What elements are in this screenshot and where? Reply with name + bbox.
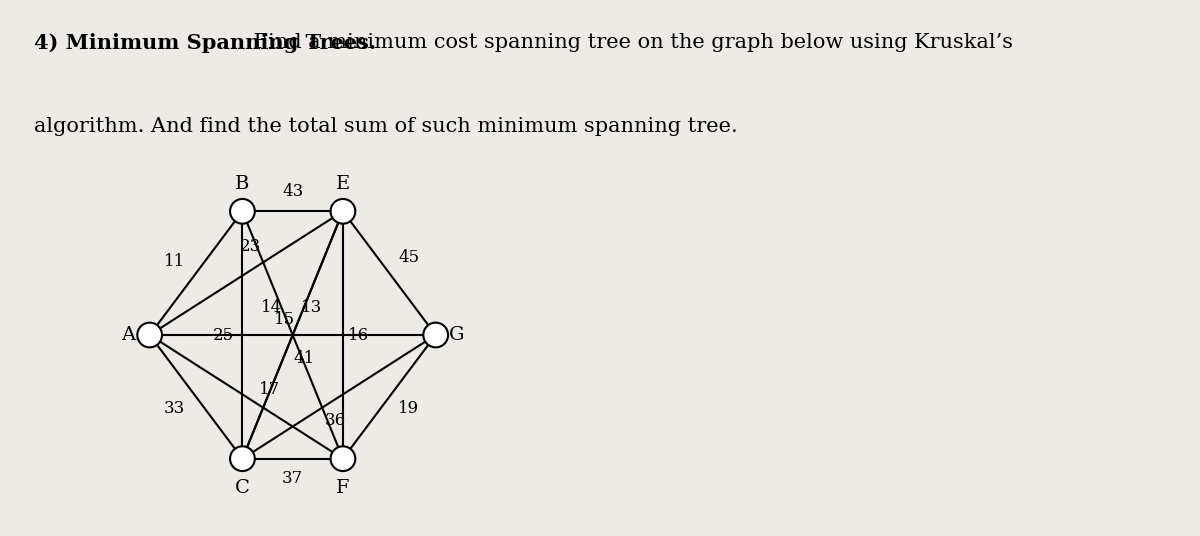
Text: 23: 23 bbox=[240, 237, 260, 255]
Text: 11: 11 bbox=[164, 253, 186, 270]
Text: 15: 15 bbox=[275, 311, 295, 328]
Circle shape bbox=[230, 446, 254, 471]
Circle shape bbox=[230, 199, 254, 224]
Text: 14: 14 bbox=[260, 300, 282, 316]
Text: Find a minimum cost spanning tree on the graph below using Kruskal’s: Find a minimum cost spanning tree on the… bbox=[247, 33, 1013, 52]
Text: 43: 43 bbox=[282, 183, 304, 200]
Text: 16: 16 bbox=[348, 326, 368, 344]
Text: 4) Minimum Spanning Trees.: 4) Minimum Spanning Trees. bbox=[34, 33, 376, 53]
Text: 33: 33 bbox=[164, 400, 186, 417]
Text: B: B bbox=[235, 175, 250, 193]
Circle shape bbox=[424, 323, 448, 347]
Text: G: G bbox=[449, 326, 464, 344]
Circle shape bbox=[330, 199, 355, 224]
Text: 25: 25 bbox=[214, 326, 234, 344]
Text: 37: 37 bbox=[282, 470, 304, 487]
Text: F: F bbox=[336, 479, 349, 497]
Circle shape bbox=[330, 446, 355, 471]
Text: A: A bbox=[121, 326, 136, 344]
Text: 17: 17 bbox=[259, 381, 280, 398]
Text: algorithm. And find the total sum of such minimum spanning tree.: algorithm. And find the total sum of suc… bbox=[34, 117, 737, 136]
Text: 41: 41 bbox=[294, 349, 314, 367]
Circle shape bbox=[137, 323, 162, 347]
Text: 13: 13 bbox=[301, 300, 323, 316]
Text: E: E bbox=[336, 175, 350, 193]
Text: 36: 36 bbox=[325, 412, 346, 429]
Text: 19: 19 bbox=[398, 400, 419, 417]
Text: 45: 45 bbox=[398, 249, 419, 266]
Text: C: C bbox=[235, 479, 250, 497]
